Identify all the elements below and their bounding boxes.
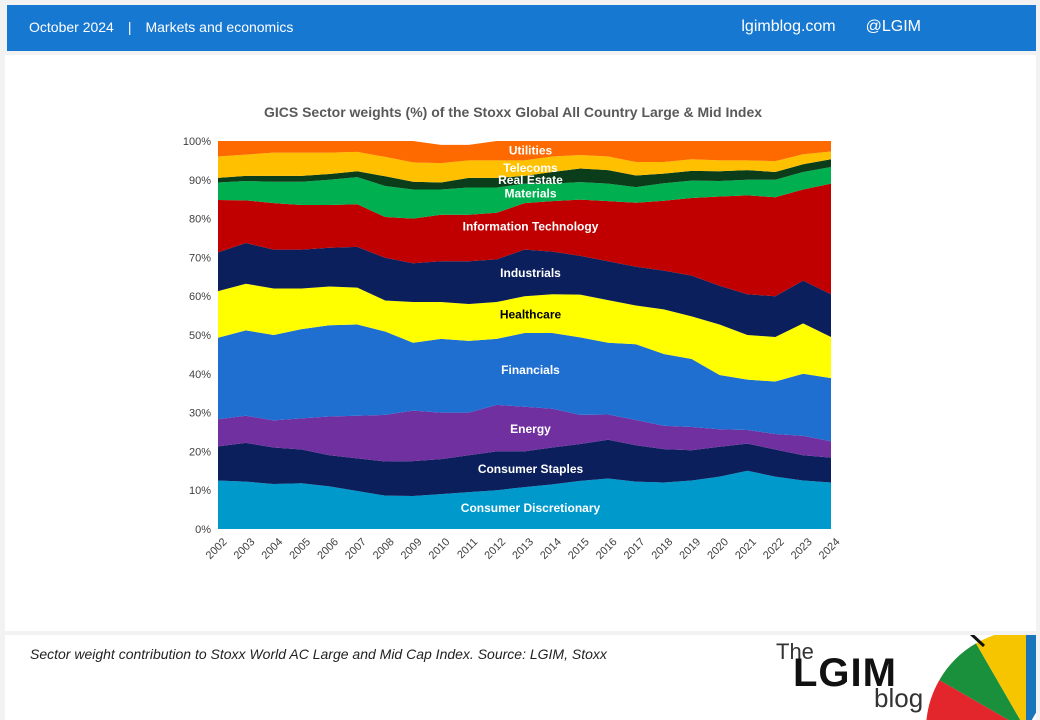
x-tick-label: 2016 [594,536,620,562]
logo-lgim: LGIM [793,651,897,695]
series-labels: Consumer Discretionary Consumer Staples En… [461,144,601,515]
area-consumer-staples [218,439,831,497]
x-tick-label: 2015 [566,536,592,562]
x-tick-label: 2023 [789,536,815,562]
header-separator: | [127,19,132,35]
area-energy [218,404,831,462]
x-tick-label: 2005 [287,536,313,562]
y-tick-label: 0% [195,524,211,536]
area-real-estate [218,159,831,190]
blog-header-bar: October 2024 | Markets and economics lgimb… [7,5,1036,51]
area-materials [218,166,831,219]
header-left: October 2024 | Markets and economics [29,19,293,35]
x-axis: 2002 2003 2004 2005 2006 2007 2008 2009 2010 2011… [204,536,843,562]
label-information-technology: Information Technology [463,219,599,233]
label-energy: Energy [510,422,551,436]
label-utilities: Utilities [509,144,553,158]
area-utilities [218,141,831,164]
label-telecoms: Telecoms [503,161,558,175]
x-tick-label: 2018 [650,536,676,562]
x-tick-label: 2010 [427,536,453,562]
header-right: lgimblog.com @LGIM [741,18,921,36]
header-section-link[interactable]: Markets and economics [145,19,294,35]
area-information-technology [218,183,831,297]
chart-source-caption: Sector weight contribution to Stoxx Worl… [30,646,607,662]
label-real-estate: Real Estate [498,173,563,187]
chart-title: GICS Sector weights (%) of the Stoxx Glo… [264,104,762,120]
x-tick-label: 2017 [622,536,648,562]
label-industrials: Industrials [500,266,561,280]
label-financials: Financials [501,363,560,377]
header-handle-link[interactable]: @LGIM [865,18,921,35]
y-axis: 0% 10% 20% 30% 40% 50% 60% 70% 80% 90% 100% [183,136,211,536]
x-tick-label: 2003 [232,536,258,562]
label-materials: Materials [504,186,556,200]
label-consumer-staples: Consumer Staples [478,462,584,476]
sector-weights-chart: GICS Sector weights (%) of the Stoxx Glo… [183,104,843,562]
x-tick-label: 2009 [399,536,425,562]
chart-panel: GICS Sector weights (%) of the Stoxx Glo… [5,55,1036,631]
header-site-link[interactable]: lgimblog.com [741,18,836,35]
y-tick-label: 100% [183,136,211,148]
header-date: October 2024 [29,19,114,35]
area-industrials [218,243,831,337]
label-healthcare: Healthcare [500,308,562,322]
y-tick-label: 30% [189,408,211,420]
x-tick-label: 2024 [817,536,843,562]
x-tick-label: 2014 [538,536,564,562]
x-tick-label: 2022 [761,536,787,562]
logo-the: The [776,639,814,664]
y-tick-label: 20% [189,446,211,458]
y-tick-label: 90% [189,175,211,187]
x-tick-label: 2012 [482,536,508,562]
x-tick-label: 2013 [510,536,536,562]
umbrella-logo-icon [926,635,1036,720]
x-tick-label: 2020 [705,536,731,562]
x-tick-label: 2019 [677,536,703,562]
x-tick-label: 2021 [733,536,759,562]
x-tick-label: 2008 [371,536,397,562]
footer-panel: Sector weight contribution to Stoxx Worl… [5,635,1036,720]
y-tick-label: 70% [189,252,211,264]
x-tick-label: 2011 [455,536,480,561]
y-tick-label: 60% [189,291,211,303]
y-tick-label: 80% [189,214,211,226]
x-tick-label: 2004 [259,536,285,562]
area-consumer-discretionary [218,470,831,529]
logo-blog: blog [874,683,924,713]
x-tick-label: 2007 [343,536,369,562]
y-tick-label: 40% [189,369,211,381]
x-tick-label: 2006 [315,536,341,562]
y-tick-label: 10% [189,485,211,497]
area-telecoms [218,151,831,183]
stacked-areas [218,141,831,529]
area-financials [218,324,831,442]
area-healthcare [218,283,831,382]
y-tick-label: 50% [189,330,211,342]
label-consumer-discretionary: Consumer Discretionary [461,501,601,515]
lgim-blog-logo[interactable]: The LGIM blog [776,635,1036,720]
x-tick-label: 2002 [204,536,230,562]
